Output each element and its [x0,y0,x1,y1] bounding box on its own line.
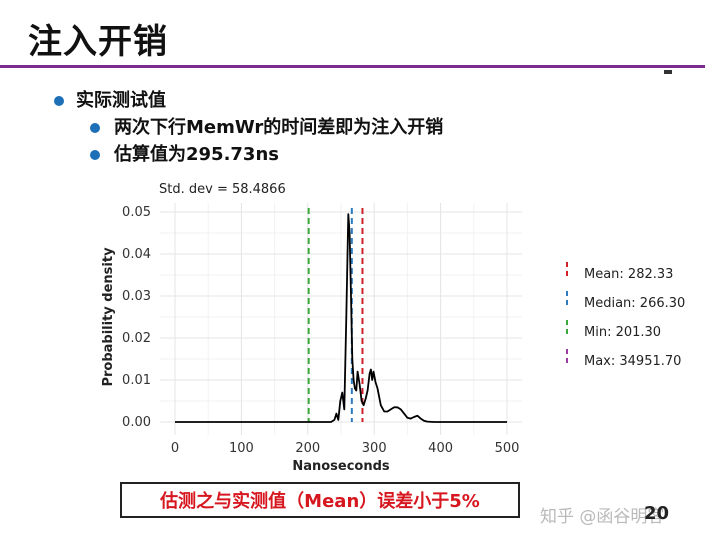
y-tick-label: 0.02 [122,331,151,346]
density-chart: 0 100 200 300 400 500 0.00 0.01 0.02 0.03 0.04 0.05… [101,182,685,474]
y-tick-label: 0.03 [122,289,151,304]
bullet-item: 实际测试值 [76,90,166,111]
x-tick-label: 300 [362,441,387,456]
bullet-item: 估算值为295.73ns [114,144,279,165]
bullet-item: 两次下行MemWr的时间差即为注入开销 [114,117,444,138]
x-tick-label: 0 [171,441,179,456]
legend-label: Max: 34951.70 [584,354,681,369]
y-tick-label: 0.00 [122,415,151,430]
bullet-dot [90,123,100,133]
chart-title: Std. dev = 58.4866 [159,182,286,197]
x-tick-label: 100 [229,441,254,456]
x-tick-label: 500 [495,441,520,456]
x-tick-label: 400 [428,441,453,456]
y-tick-label: 0.04 [122,247,151,262]
legend-label: Mean: 282.33 [584,267,673,282]
bullet-dot [90,150,100,160]
conclusion-box: 估测之与实测值（Mean）误差小于5% [120,482,520,518]
corner-mark [664,70,672,74]
page-number: 20 [644,503,670,524]
y-tick-label: 0.05 [122,205,151,220]
y-axis-label: Probability density [101,247,116,387]
watermark-text: 知乎 @函谷明客 [540,507,665,527]
density-series-line [175,213,507,423]
x-axis-label: Nanoseconds [292,459,390,474]
chart-container: 0 100 200 300 400 500 0.00 0.01 0.02 0.03 0.04 0.05… [0,170,720,484]
x-tick-label: 200 [295,441,320,456]
y-tick-label: 0.01 [122,373,151,388]
conclusion-text: 估测之与实测值（Mean）误差小于5% [160,491,480,512]
slide-title: 注入开销 [28,22,168,62]
bullet-dot [54,96,64,106]
title-divider [0,65,705,68]
legend-label: Min: 201.30 [584,325,661,340]
legend-label: Median: 266.30 [584,296,685,311]
